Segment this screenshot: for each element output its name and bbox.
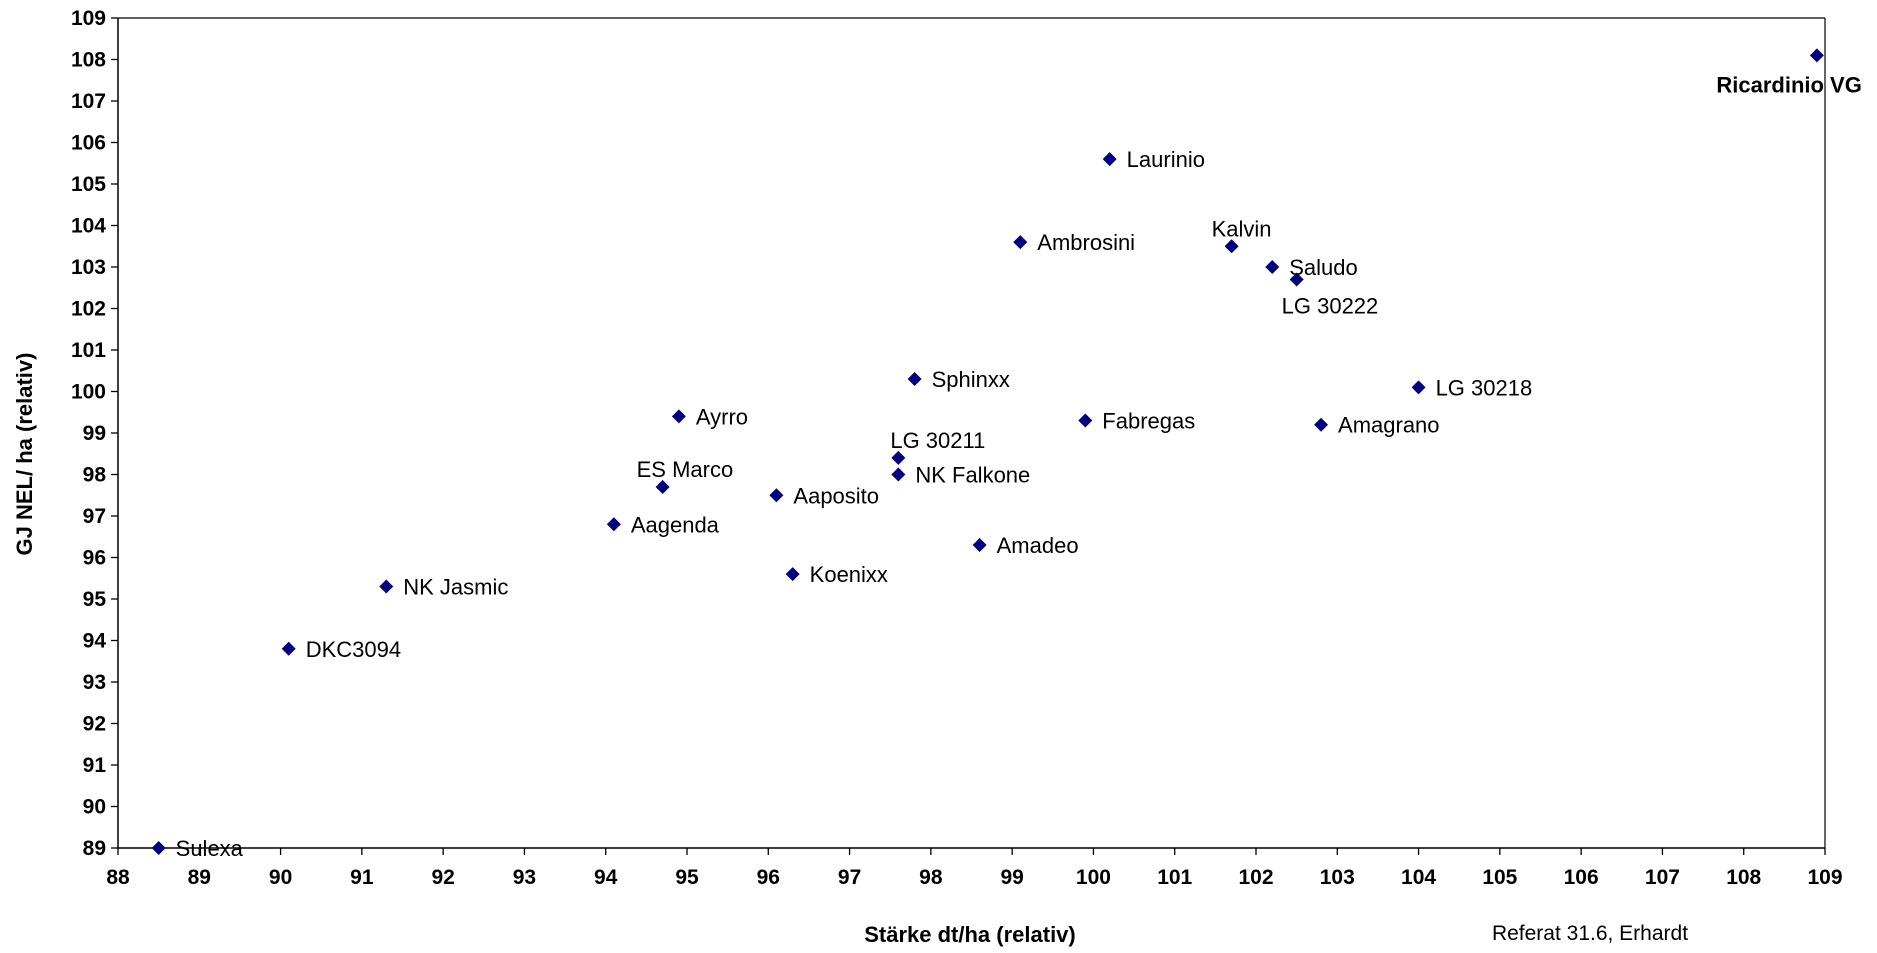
x-tick-label: 108 [1726, 866, 1761, 889]
y-tick-label: 109 [71, 7, 106, 30]
data-point [785, 567, 800, 582]
y-tick-label: 107 [71, 90, 106, 113]
data-point [1013, 235, 1028, 250]
x-tick-label: 96 [757, 866, 780, 889]
y-tick-label: 98 [83, 464, 107, 487]
x-tick-label: 91 [350, 866, 374, 889]
y-tick-label: 100 [71, 381, 106, 404]
y-tick-label: 104 [71, 215, 106, 238]
point-label: Fabregas [1102, 409, 1195, 434]
point-label: DKC3094 [306, 637, 401, 662]
data-point [1314, 417, 1329, 432]
point-label: Koenixx [810, 562, 888, 587]
data-point [671, 409, 686, 424]
x-tick-label: 109 [1807, 866, 1842, 889]
x-tick-label: 106 [1564, 866, 1599, 889]
y-tick-label: 96 [83, 547, 106, 570]
x-tick-label: 92 [431, 866, 454, 889]
point-label: Aaposito [793, 483, 879, 508]
x-tick-label: 95 [675, 866, 699, 889]
x-tick-label: 102 [1238, 866, 1273, 889]
point-label: Sulexa [176, 836, 244, 861]
x-axis-ticks: 88 89 90 91 92 93 94 95 96 97 98 99 100 101 102 103 104 1… [106, 848, 1843, 889]
data-point [891, 467, 906, 482]
y-tick-label: 89 [83, 837, 106, 860]
point-label: Ambrosini [1037, 230, 1135, 255]
point-label: Ayrro [696, 404, 748, 429]
x-tick-label: 97 [838, 866, 861, 889]
point-label: Aagenda [631, 512, 720, 537]
point-labels: Sulexa DKC3094 NK Jasmic Aagenda ES Marco Ayr… [176, 72, 1862, 861]
point-label: NK Jasmic [403, 575, 508, 600]
data-point [1289, 272, 1304, 287]
x-axis-title: Stärke dt/ha (relativ) [864, 922, 1076, 947]
point-label: Amadeo [997, 533, 1079, 558]
x-tick-label: 100 [1076, 866, 1111, 889]
data-points [151, 48, 1824, 855]
data-point [769, 488, 784, 503]
data-point [1102, 152, 1117, 167]
data-point [1224, 239, 1239, 254]
y-tick-label: 93 [83, 671, 106, 694]
point-label: ES Marco [637, 457, 734, 482]
data-point [972, 538, 987, 553]
x-tick-label: 89 [188, 866, 211, 889]
data-point [606, 517, 621, 532]
data-point [1078, 413, 1093, 428]
y-tick-label: 102 [71, 298, 106, 321]
point-label: Ricardinio VG [1716, 72, 1861, 97]
y-tick-label: 103 [71, 256, 106, 279]
data-point [1265, 260, 1280, 274]
y-tick-label: 91 [83, 754, 107, 777]
data-point [1809, 48, 1824, 63]
y-tick-label: 92 [83, 713, 106, 736]
x-tick-label: 101 [1157, 866, 1192, 889]
data-point [907, 372, 922, 387]
y-tick-label: 99 [83, 422, 106, 445]
y-tick-label: 106 [71, 132, 106, 155]
x-tick-label: 99 [1000, 866, 1023, 889]
data-point [281, 641, 296, 656]
x-tick-label: 107 [1645, 866, 1680, 889]
y-axis-ticks: 89 90 91 92 93 94 95 96 97 98 99 100 101 102 103 104 105… [71, 7, 118, 860]
y-tick-label: 90 [83, 796, 106, 819]
data-point [151, 841, 166, 855]
data-point [379, 579, 394, 594]
x-tick-label: 105 [1482, 866, 1517, 889]
y-tick-label: 108 [71, 49, 106, 72]
point-label: LG 30222 [1282, 293, 1379, 318]
data-point [891, 450, 906, 465]
point-label: Laurinio [1127, 147, 1205, 172]
x-tick-label: 90 [269, 866, 292, 889]
y-tick-label: 94 [83, 630, 107, 653]
y-tick-label: 95 [83, 588, 107, 611]
x-tick-label: 104 [1401, 866, 1436, 889]
y-axis-title: GJ NEL/ ha (relativ) [12, 353, 37, 556]
point-label: Amagrano [1338, 413, 1440, 438]
x-tick-label: 94 [594, 866, 618, 889]
x-tick-label: 93 [513, 866, 536, 889]
y-tick-label: 101 [71, 339, 106, 362]
x-tick-label: 98 [919, 866, 943, 889]
y-tick-label: 105 [71, 173, 106, 196]
point-label: NK Falkone [915, 463, 1030, 488]
data-point [655, 479, 670, 494]
point-label: LG 30218 [1436, 375, 1533, 400]
point-label: Kalvin [1212, 216, 1272, 241]
y-tick-label: 97 [83, 505, 106, 528]
x-tick-label: 103 [1320, 866, 1355, 889]
point-label: Saludo [1289, 255, 1358, 280]
data-point [1411, 380, 1426, 395]
point-label: LG 30211 [890, 428, 985, 453]
point-label: Sphinxx [932, 367, 1010, 392]
footnote: Referat 31.6, Erhardt [1492, 922, 1688, 945]
x-tick-label: 88 [106, 866, 130, 889]
